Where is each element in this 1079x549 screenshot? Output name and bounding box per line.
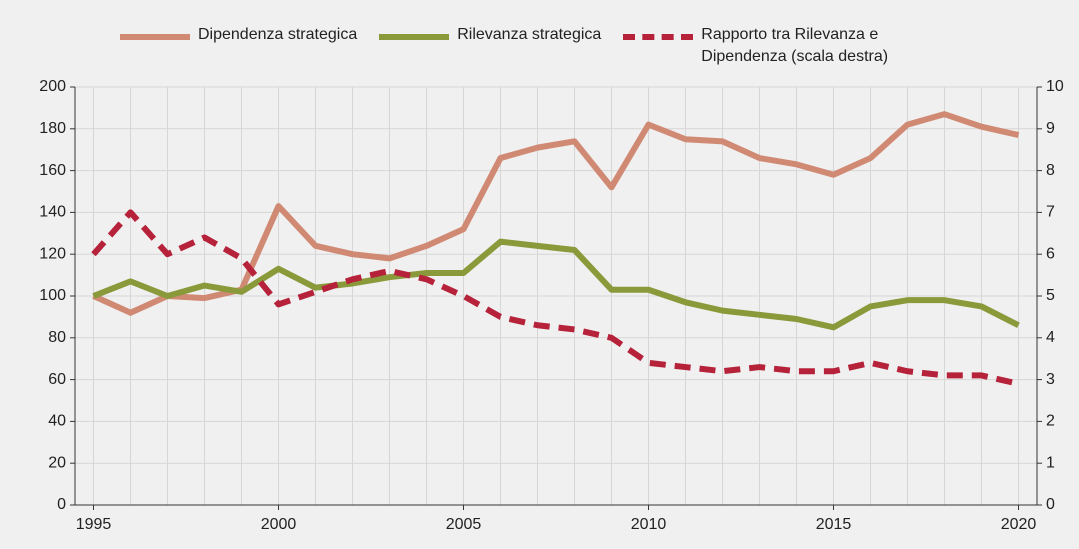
legend-item: Rilevanza strategica [379, 24, 601, 68]
series-line [92, 238, 1020, 331]
y-tick-label: 40 [48, 413, 66, 430]
y-tick-label: 0 [57, 496, 66, 513]
legend-swatch [120, 34, 190, 40]
y2-tick-label: 1 [1046, 454, 1055, 471]
legend-label: Rapporto tra Rilevanza e Dipendenza (sca… [701, 26, 889, 65]
legend-label: Dipendenza strategica [198, 26, 358, 43]
y-tick-label: 60 [48, 371, 66, 388]
series-line [91, 209, 1020, 387]
legend-label: Rilevanza strategica [457, 26, 602, 43]
y2-tick-label: 9 [1046, 120, 1055, 137]
series-line [92, 111, 1020, 316]
legend-item: Rapporto tra Rilevanza e Dipendenza (sca… [623, 24, 941, 68]
y2-tick-label: 10 [1046, 78, 1064, 95]
legend: Dipendenza strategica Rilevanza strategic… [120, 24, 941, 68]
x-tick-label: 2010 [631, 516, 667, 533]
y-tick-label: 180 [39, 120, 66, 137]
y-tick-label: 160 [39, 162, 66, 179]
y-tick-label: 120 [39, 245, 66, 262]
y2-tick-label: 7 [1046, 204, 1055, 221]
y-tick-label: 100 [39, 287, 66, 304]
legend-swatch [623, 34, 694, 40]
y2-tick-label: 2 [1046, 413, 1055, 430]
y-tick-label: 140 [39, 204, 66, 221]
y2-tick-label: 4 [1046, 329, 1055, 346]
legend-swatch [379, 34, 450, 40]
x-tick-label: 2015 [816, 516, 852, 533]
y2-tick-label: 8 [1046, 162, 1055, 179]
y2-tick-label: 5 [1046, 287, 1055, 304]
x-tick-label: 2020 [1001, 516, 1037, 533]
x-tick-label: 2005 [446, 516, 482, 533]
legend-item: Dipendenza strategica [120, 24, 357, 68]
y-tick-label: 200 [39, 78, 66, 95]
y-tick-label: 80 [48, 329, 66, 346]
x-tick-label: 2000 [261, 516, 297, 533]
y-tick-label: 20 [48, 454, 66, 471]
y2-tick-label: 0 [1046, 496, 1055, 513]
y2-tick-label: 6 [1046, 245, 1055, 262]
y2-tick-label: 3 [1046, 371, 1055, 388]
x-tick-label: 1995 [76, 516, 112, 533]
